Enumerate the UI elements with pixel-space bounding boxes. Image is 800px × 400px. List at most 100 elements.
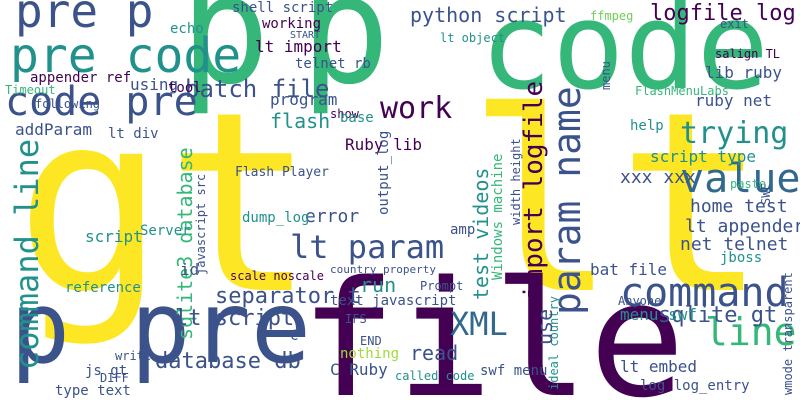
word: working bbox=[262, 16, 321, 32]
word: salign TL bbox=[715, 47, 780, 61]
word: work bbox=[380, 91, 452, 126]
word: lib ruby bbox=[705, 63, 782, 82]
word: pre code bbox=[10, 28, 241, 84]
word: using bbox=[130, 75, 178, 94]
word: echo bbox=[170, 21, 204, 37]
word: ffmpeg bbox=[590, 9, 633, 23]
word: separator t bbox=[215, 284, 361, 309]
word: p bbox=[180, 0, 270, 118]
word: lt param bbox=[290, 228, 444, 266]
word: code bbox=[480, 0, 769, 117]
word: country property bbox=[330, 263, 436, 276]
word: reference bbox=[65, 280, 141, 296]
word: logfile log bbox=[650, 1, 796, 26]
word: C Ruby bbox=[330, 360, 388, 379]
word: paste bbox=[730, 177, 766, 191]
word: value bbox=[680, 156, 800, 202]
word: home test bbox=[690, 196, 788, 217]
word: menu swf bbox=[620, 305, 697, 324]
word: show bbox=[330, 107, 360, 121]
word: lt div bbox=[108, 126, 159, 142]
word: DIFF bbox=[100, 371, 129, 385]
word: p pre bbox=[10, 269, 311, 386]
word: use bbox=[533, 309, 557, 345]
word: net telnet bbox=[680, 234, 788, 255]
word: following bbox=[35, 97, 100, 111]
word: program bbox=[270, 90, 337, 109]
word: amp bbox=[450, 222, 475, 238]
word: Flash Player bbox=[235, 165, 329, 180]
word: telnet rb bbox=[295, 56, 371, 72]
word: ideal country bbox=[547, 296, 561, 390]
word: database db bbox=[155, 349, 301, 374]
word: shell script bbox=[232, 0, 333, 16]
word: called code bbox=[395, 369, 474, 383]
word: Anyone bbox=[618, 294, 661, 308]
word: log log_entry bbox=[640, 378, 750, 394]
word: nothing bbox=[340, 346, 399, 362]
word: SWF bbox=[759, 183, 773, 205]
word: code pre bbox=[5, 79, 198, 125]
word: sqlite3 database bbox=[173, 147, 197, 340]
word: base bbox=[340, 110, 374, 126]
word: lt script bbox=[175, 306, 294, 331]
word: javascript src bbox=[194, 174, 208, 275]
word: command bbox=[620, 270, 789, 316]
word: exit bbox=[720, 17, 749, 31]
word: END bbox=[360, 334, 382, 348]
word: lt object bbox=[440, 31, 505, 45]
word: trying bbox=[680, 116, 788, 151]
word: read bbox=[410, 341, 458, 365]
word: error bbox=[305, 206, 359, 227]
word: help bbox=[630, 118, 664, 134]
word: addParam bbox=[15, 120, 92, 139]
word: XML bbox=[450, 305, 508, 343]
word: test videos bbox=[469, 168, 493, 300]
word: Timeout bbox=[5, 83, 56, 97]
word: write bbox=[115, 349, 151, 363]
word: width height bbox=[509, 138, 523, 225]
word: dump_log bbox=[242, 210, 309, 226]
word: START bbox=[290, 30, 320, 41]
word: lt import bbox=[255, 37, 342, 56]
word: id bbox=[180, 260, 199, 279]
word: text javascript bbox=[330, 293, 456, 309]
word: xxx xxx bbox=[620, 167, 696, 188]
word: import logfile bbox=[519, 81, 549, 300]
word: jboss bbox=[720, 250, 762, 266]
word: param name bbox=[545, 86, 589, 315]
word: pre p bbox=[15, 0, 153, 38]
word: Ruby lib bbox=[345, 135, 422, 154]
word: lt embed bbox=[620, 357, 697, 376]
word: p bbox=[300, 0, 390, 118]
word: ruby net bbox=[695, 91, 772, 110]
word: menu bbox=[599, 61, 613, 90]
word: Server bbox=[140, 223, 191, 239]
word: sqlite gt bbox=[658, 303, 777, 328]
word: scale noscale bbox=[230, 269, 324, 283]
word: file bbox=[300, 246, 685, 400]
word: output_log bbox=[376, 131, 392, 215]
word: IFS bbox=[345, 312, 367, 326]
word: js gt bbox=[85, 363, 127, 379]
word: Prompt bbox=[420, 279, 463, 293]
word: python script bbox=[410, 3, 567, 27]
word: type text bbox=[55, 383, 131, 399]
word: appender ref bbox=[30, 70, 131, 86]
word: line bbox=[705, 310, 797, 354]
word: flash bbox=[270, 109, 330, 133]
word: gt lt bbox=[15, 58, 768, 349]
word: swf menu bbox=[480, 363, 547, 379]
word: wmode transparent bbox=[781, 272, 795, 395]
word: script type bbox=[650, 147, 756, 166]
word: batch file bbox=[185, 75, 330, 103]
word: script bbox=[85, 227, 143, 246]
word: lt appender bbox=[685, 216, 800, 237]
word: tool bbox=[168, 80, 202, 96]
word: bat file bbox=[590, 260, 667, 279]
word: Windows machine bbox=[490, 154, 506, 280]
word: run bbox=[360, 273, 396, 297]
word: command line bbox=[8, 139, 46, 370]
